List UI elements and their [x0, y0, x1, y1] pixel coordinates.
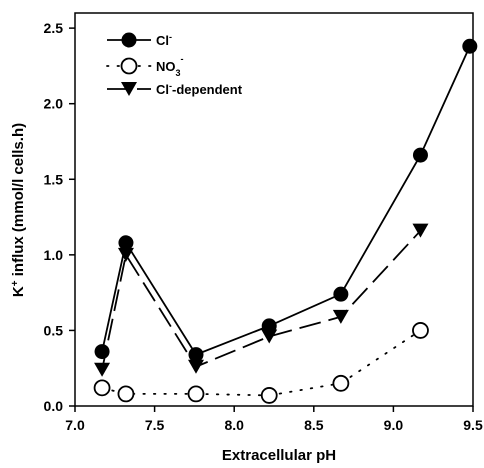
y-axis-label-rest: influx (mmol/l cells.h) — [10, 123, 27, 281]
data-point-cl — [462, 38, 478, 54]
data-point-no3 — [187, 385, 205, 403]
y-axis-label: K+ influx (mmol/l cells.h) — [10, 123, 28, 297]
data-point-cl-dependent — [412, 223, 429, 238]
data-point-cl-dependent — [117, 247, 134, 262]
legend-label-no3-sup: - — [181, 54, 184, 64]
data-point-no3 — [93, 379, 111, 397]
legend-label-cl-name: Cl — [156, 33, 169, 48]
series-lines — [101, 45, 471, 397]
y-axis-ticks: 0.0 0.5 1.0 1.5 2.0 2.5 — [44, 20, 75, 414]
x-tick-label: 7.5 — [145, 417, 165, 433]
y-tick-label: 0.0 — [44, 398, 64, 414]
x-tick-label: 8.5 — [304, 417, 324, 433]
y-tick-label: 1.0 — [44, 247, 64, 263]
data-point-cl-dependent — [261, 329, 278, 344]
legend-label-cl-dependent-sup: - — [169, 81, 172, 91]
legend: Cl- NO3- Cl--dependent — [106, 32, 243, 97]
data-point-cl-dependent — [332, 309, 349, 324]
legend-label-no3-sub: 3 — [176, 68, 181, 78]
series-line-cl-dependent — [101, 230, 422, 370]
legend-label-no3-name: NO — [156, 59, 176, 74]
y-axis-label-k: K — [10, 286, 27, 297]
x-axis-label: Extracellular pH — [222, 447, 336, 464]
data-point-cl-dependent — [94, 362, 111, 377]
data-point-no3 — [332, 374, 350, 392]
x-tick-label: 8.0 — [224, 417, 244, 433]
data-point-cl-dependent — [187, 359, 204, 374]
data-point-cl — [188, 347, 204, 363]
legend-label-cl-dependent-name: -dependent — [172, 82, 243, 97]
y-tick-label: 2.0 — [44, 96, 64, 112]
y-tick-label: 1.5 — [44, 171, 64, 187]
legend-label-no3: NO3- — [156, 54, 184, 78]
data-point-no3 — [260, 387, 278, 404]
x-tick-label: 9.0 — [384, 417, 404, 433]
data-point-no3 — [117, 385, 135, 403]
legend-marker-cl — [121, 32, 137, 48]
plot-frame — [74, 12, 474, 407]
x-tick-label: 7.0 — [65, 417, 85, 433]
x-axis-ticks: 7.0 7.5 8.0 8.5 9.0 9.5 — [65, 406, 483, 433]
legend-label-cl: Cl- — [156, 32, 172, 48]
y-tick-label: 2.5 — [44, 20, 64, 36]
data-point-cl — [333, 286, 349, 302]
data-point-cl — [94, 344, 110, 360]
data-point-cl — [118, 235, 134, 251]
data-point-cl — [412, 147, 428, 163]
data-point-no3 — [412, 322, 429, 339]
x-tick-label: 9.5 — [463, 417, 483, 433]
y-axis-label-plus: + — [10, 280, 21, 286]
legend-label-cl-sup: - — [169, 32, 172, 42]
legend-marker-cl-dependent — [121, 82, 137, 96]
y-tick-label: 0.5 — [44, 322, 64, 338]
series-markers — [93, 38, 478, 404]
legend-marker-no3 — [120, 57, 138, 75]
legend-label-cl-dependent: Cl--dependent — [156, 81, 243, 97]
legend-label-cl-dependent-pre: Cl — [156, 82, 169, 97]
